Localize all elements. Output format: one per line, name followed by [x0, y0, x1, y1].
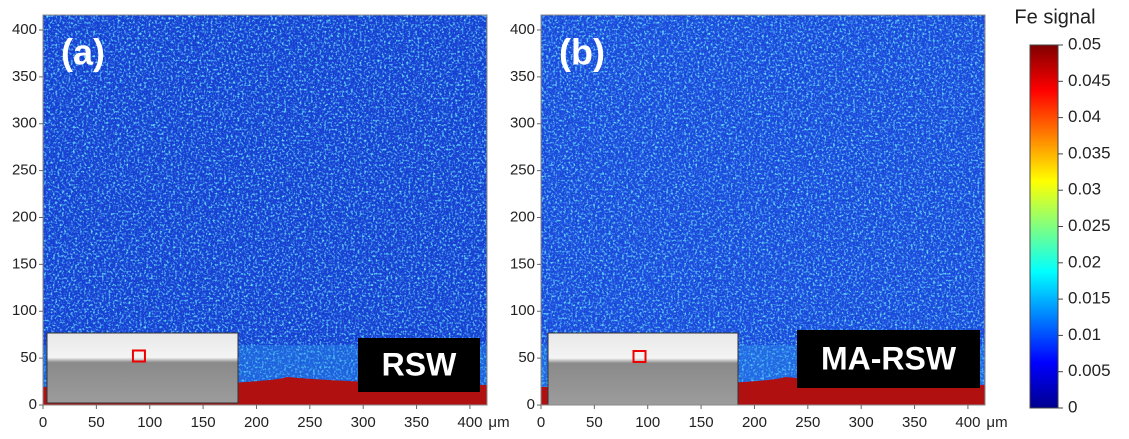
annotation-box — [358, 338, 480, 392]
x-tick-label: 300 — [351, 414, 376, 431]
colorbar-tick-label: 0.005 — [1068, 361, 1111, 380]
x-tick-label: 50 — [586, 414, 603, 431]
inset-marker — [632, 350, 647, 363]
x-tick-label: 350 — [902, 414, 927, 431]
x-unit: μm — [488, 414, 509, 431]
y-tick-label: 150 — [12, 255, 37, 272]
plot-frame — [42, 14, 488, 406]
y-tick-label: 200 — [510, 208, 535, 225]
colorbar-tick-label: 0.04 — [1068, 107, 1101, 126]
plot-frame — [540, 14, 986, 406]
panel-label: (b) — [559, 32, 605, 73]
colorbar-tick-label: 0.03 — [1068, 180, 1101, 199]
y-tick-label: 350 — [510, 68, 535, 85]
x-tick-label: 400 — [457, 414, 482, 431]
inset-image — [46, 332, 239, 404]
y-tick-label: 400 — [12, 21, 37, 38]
annotation: RSW — [382, 346, 457, 382]
y-tick-label: 300 — [510, 115, 535, 132]
x-tick-label: 350 — [404, 414, 429, 431]
x-tick-label: 150 — [191, 414, 216, 431]
y-tick-label: 100 — [510, 302, 535, 319]
panel-label: (a) — [61, 32, 105, 73]
x-tick-label: 200 — [742, 414, 767, 431]
colorbar-tick-label: 0.015 — [1068, 289, 1111, 308]
x-tick-label: 100 — [137, 414, 162, 431]
colorbar-tick-label: 0.01 — [1068, 325, 1101, 344]
y-tick-label: 250 — [12, 162, 37, 179]
y-tick-label: 0 — [29, 396, 37, 413]
colorbar-tick-label: 0.035 — [1068, 143, 1111, 162]
inset-image — [547, 332, 739, 406]
x-tick-label: 250 — [795, 414, 820, 431]
x-tick-label: 200 — [244, 414, 269, 431]
colorbar-tick-label: 0.02 — [1068, 252, 1101, 271]
x-tick-label: 300 — [849, 414, 874, 431]
y-tick-label: 50 — [20, 349, 37, 366]
y-tick-label: 0 — [527, 396, 535, 413]
x-tick-label: 0 — [39, 414, 47, 431]
colorbar — [1029, 44, 1059, 409]
y-tick-label: 300 — [12, 115, 37, 132]
colorbar-title: Fe signal — [1014, 6, 1095, 28]
y-tick-label: 400 — [510, 21, 535, 38]
x-tick-label: 100 — [635, 414, 660, 431]
x-tick-label: 0 — [537, 414, 545, 431]
y-tick-label: 200 — [12, 208, 37, 225]
y-tick-label: 50 — [518, 349, 535, 366]
x-unit: μm — [986, 414, 1007, 431]
colorbar-tick-label: 0.05 — [1068, 34, 1101, 53]
y-tick-label: 250 — [510, 162, 535, 179]
annotation-box — [797, 330, 980, 388]
colorbar-tick-label: 0.045 — [1068, 71, 1111, 90]
x-tick-label: 50 — [88, 414, 105, 431]
colorbar-tick-label: 0 — [1068, 397, 1077, 416]
y-tick-label: 150 — [510, 255, 535, 272]
annotation: MA-RSW — [821, 340, 957, 376]
x-tick-label: 400 — [955, 414, 980, 431]
y-tick-label: 100 — [12, 302, 37, 319]
inset-marker — [131, 349, 146, 363]
y-tick-label: 350 — [12, 68, 37, 85]
x-tick-label: 250 — [297, 414, 322, 431]
colorbar-tick-label: 0.025 — [1068, 216, 1111, 235]
x-tick-label: 150 — [689, 414, 714, 431]
